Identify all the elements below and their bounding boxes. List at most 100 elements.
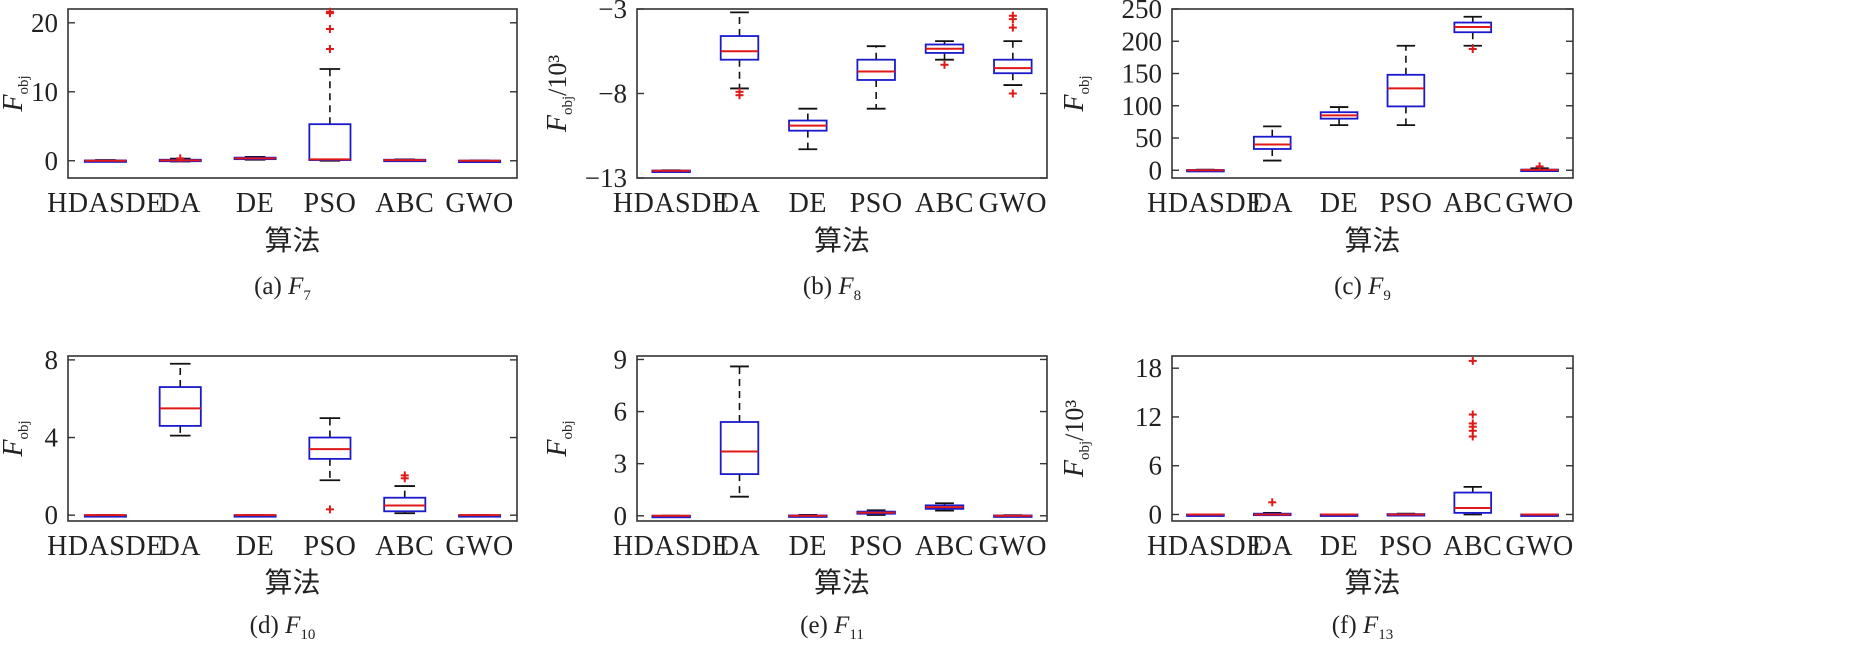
box-pso: [856, 509, 896, 516]
box-gwo: [1520, 162, 1559, 173]
x-tick-label: ABC: [375, 531, 434, 562]
y-tick-label: 100: [1122, 91, 1163, 121]
box-iqr: [993, 58, 1033, 75]
y-label-sub: obj: [560, 96, 576, 115]
caption-sub: 9: [1383, 288, 1391, 304]
box-abc: [924, 40, 965, 69]
y-label-unit: /10³: [543, 55, 572, 96]
x-axis-label: 算法: [814, 225, 870, 257]
caption-sub: 13: [1378, 627, 1393, 643]
y-axis-label: Fobj: [0, 75, 32, 112]
x-tick-label: DA: [160, 188, 202, 219]
box-abc: [1453, 356, 1493, 516]
y-tick-label: −8: [598, 79, 627, 109]
x-tick-label: PSO: [303, 188, 356, 219]
y-tick-label: 3: [614, 449, 628, 479]
y-tick-label: 0: [45, 146, 59, 176]
y-tick-label: 6: [614, 397, 628, 427]
x-tick-label: DA: [1252, 188, 1294, 219]
box-pso: [856, 45, 896, 110]
box-iqr: [1386, 73, 1426, 108]
box-abc: [1453, 15, 1493, 53]
x-tick-label: GWO: [1505, 531, 1573, 562]
y-axis-label: Fobj: [1059, 75, 1093, 112]
x-tick-label: DE: [236, 531, 274, 562]
y-label-var: F: [542, 114, 573, 133]
box-iqr: [158, 386, 202, 427]
y-label-sub: obj: [16, 75, 32, 94]
x-axis-label: 算法: [264, 225, 320, 257]
outlier-marker: [325, 505, 334, 514]
box-iqr: [308, 123, 352, 161]
x-tick-label: PSO: [850, 531, 903, 562]
caption-prefix: (a): [254, 273, 288, 300]
caption-var: F: [1367, 273, 1384, 300]
box-hdasde: [651, 169, 691, 173]
box-abc: [383, 471, 427, 515]
x-tick-label: ABC: [375, 188, 434, 219]
box-iqr: [856, 58, 896, 81]
box-de: [233, 514, 277, 518]
y-axis-label: Fobj/10³: [1059, 400, 1093, 479]
outlier-marker: [1468, 356, 1477, 365]
y-label-var: F: [1059, 94, 1090, 113]
y-tick-label: 20: [31, 8, 58, 38]
y-label-sub: obj: [560, 420, 576, 439]
outlier-marker: [1468, 44, 1477, 53]
box-da: [719, 11, 760, 100]
box-abc: [924, 502, 965, 512]
caption-sub: 7: [303, 288, 311, 304]
x-tick-label: PSO: [1379, 188, 1432, 219]
y-tick-label: −13: [585, 163, 627, 193]
caption-prefix: (e): [800, 612, 834, 639]
x-tick-label: DA: [719, 531, 761, 562]
x-tick-label: DA: [1252, 531, 1294, 562]
box-da: [158, 154, 202, 163]
box-iqr: [1453, 491, 1493, 514]
box-pso: [1386, 44, 1426, 127]
x-tick-label: DE: [1320, 188, 1358, 219]
outlier-marker: [1468, 419, 1477, 428]
plot-frame: [1171, 8, 1574, 179]
x-tick-label: HDASDE: [613, 188, 730, 219]
y-tick-label: 12: [1135, 402, 1162, 432]
x-tick-label: GWO: [445, 531, 513, 562]
caption-prefix: (d): [250, 612, 285, 639]
y-tick-label: −3: [598, 0, 627, 24]
plot-frame: [636, 8, 1048, 179]
x-tick-label: DA: [160, 531, 202, 562]
y-tick-label: 50: [1135, 123, 1162, 153]
panel-caption: (c) F9: [1334, 273, 1391, 304]
box-da: [1252, 498, 1292, 517]
plot-frame: [67, 355, 518, 522]
x-tick-label: GWO: [445, 188, 513, 219]
x-axis-label: 算法: [1344, 225, 1400, 257]
caption-prefix: (b): [803, 273, 838, 300]
y-axis-label: Fobj: [0, 420, 32, 457]
y-tick-label: 10: [31, 77, 58, 107]
y-label-var: F: [542, 439, 573, 458]
panel-caption: (b) F8: [803, 273, 861, 304]
x-tick-label: GWO: [979, 531, 1047, 562]
box-hdasde: [1186, 513, 1225, 517]
panel-caption: (a) F7: [254, 273, 311, 304]
plot-frame: [67, 8, 518, 179]
box-de: [1319, 513, 1359, 517]
outlier-marker: [325, 25, 334, 34]
box-hdasde: [651, 514, 691, 519]
outlier-marker: [1268, 498, 1277, 507]
x-tick-label: HDASDE: [1147, 531, 1264, 562]
x-tick-label: HDASDE: [47, 188, 164, 219]
y-tick-label: 0: [1149, 499, 1163, 529]
y-axis-label: Fobj/10³: [542, 55, 576, 134]
caption-sub: 10: [300, 627, 315, 643]
y-tick-label: 150: [1122, 59, 1163, 89]
box-pso: [308, 7, 352, 162]
x-tick-label: ABC: [1443, 188, 1502, 219]
x-tick-label: PSO: [1379, 531, 1432, 562]
outlier-marker: [325, 7, 334, 16]
